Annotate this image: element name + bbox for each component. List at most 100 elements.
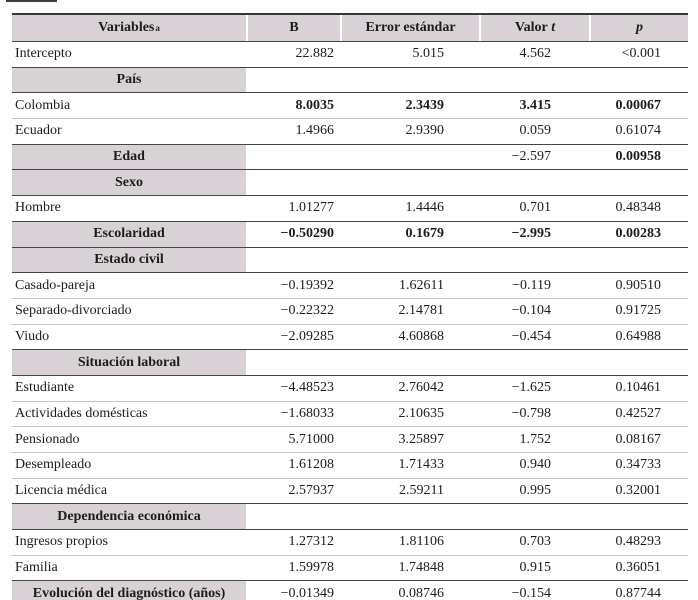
cell-se: 2.14781 [398,303,445,319]
cell-t: 3.415 [519,97,552,113]
table-row: Familia 1.59978 1.74848 0.915 0.36051 [12,554,688,581]
cell-t: 0.995 [519,483,552,499]
cell-p [591,68,688,93]
table-row: País [12,66,688,93]
header-standard-error-label: Error estándar [365,20,456,35]
row-label: Evolución del diagnóstico (años) [12,581,248,600]
header-variables-superscript: a [155,22,160,33]
cell-b: −2.09285 [280,328,334,344]
cell-se: 1.4446 [405,200,445,216]
cell-b: 22.882 [295,46,335,62]
row-label: Intercepto [15,46,72,62]
table-row: Sexo [12,169,688,196]
cell-p: 0.91725 [615,303,662,319]
table-row: Estudiante −4.48523 2.76042 −1.625 0.104… [12,374,688,401]
cell-p: 0.08167 [615,431,662,447]
cell-se: 1.74848 [398,560,445,576]
row-label: Situación laboral [12,350,248,375]
cell-se [342,68,481,93]
cell-t: 0.703 [519,534,552,550]
cell-b: 1.59978 [288,560,335,576]
row-label: Colombia [15,97,71,113]
cell-b: 1.4966 [295,123,335,139]
cell-se: 2.3439 [405,97,445,113]
cell-se [342,145,481,170]
table-row: Estado civil [12,246,688,273]
cell-t: 0.915 [519,560,552,576]
cell-p: 0.00067 [615,97,662,113]
table-row: Casado-pareja −0.19392 1.62611 −0.119 0.… [12,272,688,298]
cell-b: −1.68033 [280,405,334,421]
cell-b: 2.57937 [288,483,335,499]
cell-se: 2.9390 [405,123,445,139]
cell-b: 8.0035 [295,97,335,113]
row-label: Ecuador [15,123,62,139]
cell-b: −0.19392 [280,277,334,293]
table-row: Viudo −2.09285 4.60868 −0.454 0.64988 [12,323,688,350]
cell-t: −0.154 [511,585,551,600]
row-label: Ingresos propios [15,534,108,550]
table-row: Ingresos propios 1.27312 1.81106 0.703 0… [12,529,688,555]
cell-se: 3.25897 [398,431,445,447]
cell-p [591,170,688,195]
cell-se: 5.015 [412,46,445,62]
cell-b [248,145,342,170]
row-label: Escolaridad [12,221,248,247]
cell-se: 4.60868 [398,328,445,344]
cell-p: 0.90510 [615,277,662,293]
cell-b [248,170,342,195]
table-row: Ecuador 1.4966 2.9390 0.059 0.61074 [12,118,688,144]
table-row: Evolución del diagnóstico (años) −0.0134… [12,580,688,600]
cell-p [591,504,688,529]
cell-b: −0.50290 [280,226,334,242]
cell-se: 2.59211 [399,483,444,499]
cell-t: 0.701 [519,200,552,216]
header-b-label: B [289,20,299,35]
header-t-value-label: Valor [514,20,548,35]
table-header-row: Variables a B Error estándar Valor t p [12,15,688,41]
table-row: Licencia médica 2.57937 2.59211 0.995 0.… [12,477,688,504]
cell-t: 4.562 [519,46,552,62]
cell-t: −0.798 [511,405,551,421]
cell-b [248,504,342,529]
cell-b: −0.01349 [280,585,334,600]
cell-se: 2.76042 [398,380,445,396]
row-label: Desempleado [15,457,92,473]
cell-b [248,350,342,375]
header-t-value-symbol: t [551,20,556,35]
cell-b: 1.27312 [288,534,335,550]
cell-p [591,350,688,375]
cell-p: 0.10461 [615,380,662,396]
cell-t: 1.752 [519,431,552,447]
cell-se [342,350,481,375]
row-label: Edad [12,144,248,170]
top-left-line-fragment [6,0,57,2]
row-label: Estado civil [12,247,248,273]
cell-b [248,248,342,273]
header-standard-error: Error estándar [342,15,481,41]
header-p: p [591,15,688,41]
cell-se: 0.08746 [398,585,445,600]
cell-se: 2.10635 [398,405,445,421]
cell-se [342,170,481,195]
row-label: Separado-divorciado [15,303,132,319]
cell-b: 1.61208 [288,457,335,473]
cell-t: −0.454 [511,328,551,344]
cell-t: −0.104 [511,303,551,319]
row-label: Familia [15,560,58,576]
row-label: Casado-pareja [15,277,96,293]
cell-p: 0.87744 [615,585,662,600]
header-t-value: Valor t [481,15,591,41]
cell-p: 0.00283 [615,226,662,242]
row-label: Sexo [12,170,248,196]
cell-p: 0.61074 [615,123,662,139]
cell-p: 0.34733 [615,457,662,473]
cell-p: 0.48293 [615,534,662,550]
cell-t: 0.940 [519,457,552,473]
cell-b [248,68,342,93]
cell-p [591,248,688,273]
cell-t [481,248,591,273]
header-b: B [248,15,342,41]
row-label: Viudo [15,328,50,344]
